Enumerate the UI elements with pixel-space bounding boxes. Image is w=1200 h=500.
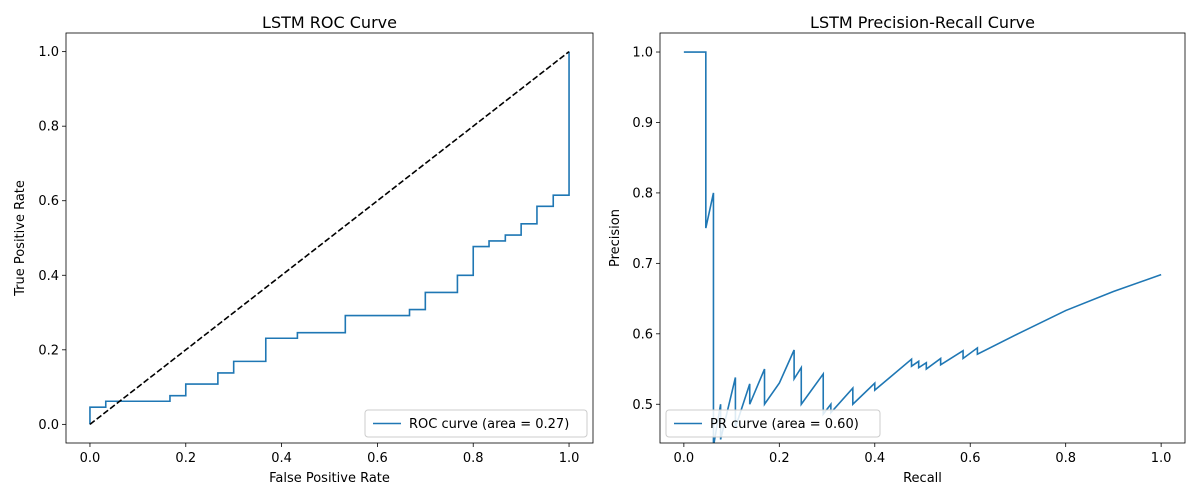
x-tick-label: 0.6 (367, 451, 388, 466)
plot-frame (659, 32, 1186, 444)
legend: PR curve (area = 0.60) (665, 409, 881, 438)
y-tick-label: 0.8 (38, 120, 59, 135)
x-tick-label: 0.2 (175, 451, 196, 466)
y-tick-label: 1.0 (38, 45, 59, 60)
y-tick-label: 0.2 (38, 343, 59, 358)
x-axis-label: False Positive Rate (269, 471, 390, 486)
x-tick-label: 0.8 (1055, 451, 1076, 466)
y-tick-label: 0.8 (632, 186, 653, 201)
y-tick-label: 1.0 (632, 46, 653, 61)
x-tick-label: 1.0 (1151, 451, 1172, 466)
chance-diagonal-line (89, 51, 570, 425)
y-tick-label: 0.6 (632, 327, 653, 342)
legend-box (665, 409, 881, 438)
chart-title: LSTM ROC Curve (262, 13, 397, 32)
x-tick-label: 0.4 (864, 451, 885, 466)
pr-chart: 0.0 0.2 0.4 0.6 0.8 1.0 0.5 0.6 0.7 0.8 0.9 1.0 LSTM… (608, 13, 1186, 486)
legend: ROC curve (area = 0.27) (364, 409, 588, 438)
y-axis-label: Precision (608, 209, 623, 267)
x-tick-label: 0.0 (80, 451, 101, 466)
y-tick-label: 0.0 (38, 418, 59, 433)
roc-chart: 0.0 0.2 0.4 0.6 0.8 1.0 0.0 0.2 0.4 0.6 0.8 1.0 LSTM… (13, 13, 594, 486)
legend-box (364, 409, 588, 438)
legend-label: PR curve (area = 0.60) (710, 417, 859, 432)
x-tick-label: 0.8 (463, 451, 484, 466)
x-tick-label: 0.4 (271, 451, 292, 466)
x-tick-label: 1.0 (559, 451, 580, 466)
y-tick-label: 0.9 (632, 116, 653, 131)
legend-label: ROC curve (area = 0.27) (409, 417, 569, 432)
series-line-0 (683, 51, 1162, 443)
y-tick-label: 0.5 (632, 398, 653, 413)
y-axis-label: True Positive Rate (13, 180, 28, 297)
x-axis-label: Recall (903, 471, 942, 486)
y-tick-label: 0.4 (38, 269, 59, 284)
y-tick-label: 0.6 (38, 194, 59, 209)
x-tick-label: 0.0 (674, 451, 695, 466)
x-tick-label: 0.6 (960, 451, 981, 466)
series-line-0 (89, 51, 570, 425)
y-tick-label: 0.7 (632, 257, 653, 272)
x-tick-label: 0.2 (769, 451, 790, 466)
chart-title: LSTM Precision-Recall Curve (810, 13, 1035, 32)
plot-frame (65, 32, 594, 444)
